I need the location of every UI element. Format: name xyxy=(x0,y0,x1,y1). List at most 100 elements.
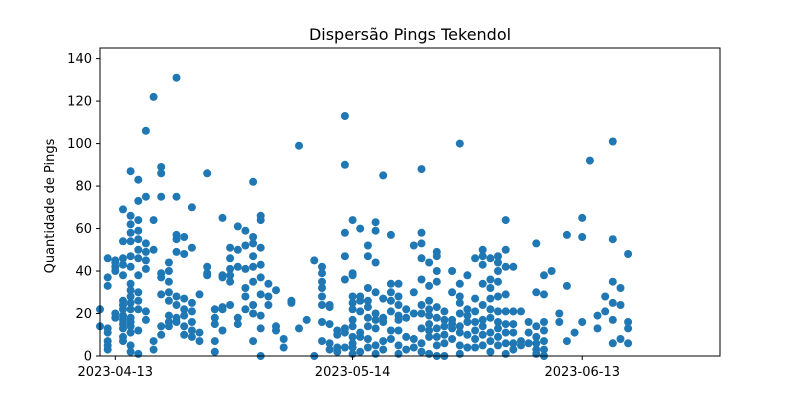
data-point xyxy=(264,279,273,288)
data-point xyxy=(103,273,112,282)
data-point xyxy=(363,303,372,312)
data-point xyxy=(440,315,449,324)
data-point xyxy=(486,294,495,303)
data-point xyxy=(134,305,143,314)
data-point xyxy=(494,332,502,341)
data-point xyxy=(562,230,571,239)
data-point xyxy=(210,320,219,329)
data-point xyxy=(295,324,303,333)
data-points xyxy=(96,73,633,360)
data-point xyxy=(363,241,372,250)
data-point xyxy=(134,235,143,244)
data-point xyxy=(616,335,625,343)
data-point xyxy=(180,250,189,258)
data-point xyxy=(585,156,594,165)
data-point xyxy=(333,330,342,339)
data-point xyxy=(356,224,365,233)
data-point xyxy=(141,239,150,248)
data-point xyxy=(180,305,189,314)
data-point xyxy=(440,330,449,339)
y-axis: 0 20 40 60 80 100 120 140 xyxy=(67,52,100,365)
data-point xyxy=(425,311,434,320)
data-point xyxy=(532,322,541,331)
data-point xyxy=(409,343,418,352)
data-point xyxy=(172,318,181,326)
data-point xyxy=(195,337,204,346)
data-point xyxy=(249,337,258,346)
data-point xyxy=(455,322,464,331)
data-point xyxy=(172,247,181,256)
x-tick-label: 2023-06-13 xyxy=(544,365,620,380)
data-point xyxy=(417,347,426,356)
data-point xyxy=(226,271,235,280)
data-point xyxy=(340,228,349,237)
data-point xyxy=(348,292,357,301)
data-point xyxy=(233,262,242,271)
y-tick-label: 100 xyxy=(67,137,92,152)
data-point xyxy=(494,292,502,301)
data-point xyxy=(455,139,464,148)
data-point xyxy=(608,315,617,324)
data-point xyxy=(126,237,135,246)
data-point xyxy=(164,258,173,267)
data-point xyxy=(432,252,441,261)
data-point xyxy=(187,298,196,307)
data-point xyxy=(509,307,518,316)
data-point xyxy=(371,218,380,227)
data-point xyxy=(471,335,480,343)
y-tick-label: 60 xyxy=(75,222,92,237)
data-point xyxy=(318,277,326,286)
data-point xyxy=(249,233,258,241)
data-point xyxy=(402,305,411,314)
data-point xyxy=(501,339,510,348)
data-point xyxy=(471,326,480,335)
data-point xyxy=(126,211,135,220)
data-point xyxy=(279,343,288,352)
data-point xyxy=(233,320,242,329)
data-point xyxy=(532,239,541,248)
data-point xyxy=(157,169,166,178)
data-point xyxy=(256,260,265,269)
data-point xyxy=(241,264,250,273)
data-point xyxy=(318,318,326,326)
data-point xyxy=(371,324,380,333)
data-point xyxy=(601,307,610,316)
data-point xyxy=(386,307,395,316)
data-point xyxy=(164,267,173,275)
data-point xyxy=(409,309,418,318)
data-point xyxy=(409,241,418,250)
y-tick-label: 120 xyxy=(67,95,92,110)
data-point xyxy=(249,262,258,271)
data-point xyxy=(486,284,495,292)
data-point xyxy=(134,349,143,358)
data-point xyxy=(616,284,625,292)
data-point xyxy=(425,326,434,335)
data-point xyxy=(318,337,326,346)
data-point xyxy=(119,260,127,269)
y-axis-label: Quantidade de Pings xyxy=(43,138,58,273)
data-point xyxy=(256,311,265,320)
chart-title: Dispersão Pings Tekendol xyxy=(309,25,511,44)
data-point xyxy=(172,73,181,82)
data-point xyxy=(256,273,265,282)
data-point xyxy=(111,258,120,267)
data-point xyxy=(210,305,219,314)
data-point xyxy=(356,307,365,316)
data-point xyxy=(157,330,166,339)
data-point xyxy=(417,239,426,248)
data-point xyxy=(363,343,372,352)
data-point xyxy=(455,341,464,350)
data-point xyxy=(356,296,365,305)
data-point xyxy=(386,230,395,239)
data-point xyxy=(471,343,480,352)
data-point xyxy=(287,298,296,307)
data-point xyxy=(318,262,326,271)
data-point xyxy=(386,326,395,335)
data-point xyxy=(210,337,219,346)
data-point xyxy=(103,328,112,337)
data-point xyxy=(501,328,510,337)
data-point xyxy=(218,305,227,314)
data-point xyxy=(540,326,548,335)
data-point xyxy=(149,92,158,101)
